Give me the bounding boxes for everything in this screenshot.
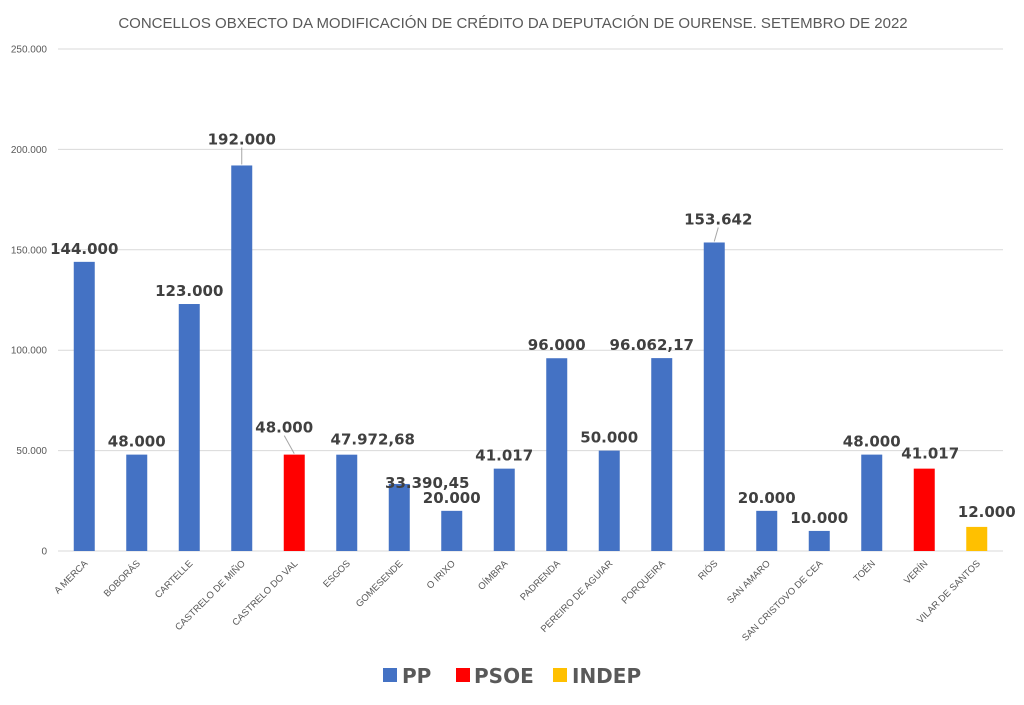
bar (598, 450, 620, 551)
data-label: 33.390,45 (385, 474, 469, 492)
x-tick-label: VERÍN (902, 558, 930, 586)
data-label: 41.017 (475, 447, 533, 465)
bar (126, 454, 148, 551)
legend-label: PSOE (474, 664, 534, 688)
bar (756, 510, 778, 551)
data-label: 153.642 (684, 210, 752, 228)
y-tick-label: 250.000 (11, 45, 48, 56)
x-tick-label: GOMESENDE (354, 558, 405, 609)
bar (703, 242, 725, 551)
bars (73, 165, 988, 552)
bar (178, 304, 200, 551)
bar (493, 468, 515, 551)
y-tick-label: 150.000 (11, 245, 48, 256)
x-tick-label: OÍMBRA (476, 558, 511, 593)
bar (283, 454, 305, 551)
data-label: 10.000 (790, 509, 848, 527)
x-tick-label: A MERCA (52, 558, 90, 596)
data-label: 192.000 (208, 130, 276, 148)
data-label: 48.000 (843, 433, 901, 451)
bar (73, 261, 95, 551)
leader-line (713, 227, 719, 242)
x-tick-label: TOÉN (852, 558, 878, 584)
x-tick-label: RIÓS (696, 558, 720, 582)
bar (966, 526, 988, 551)
bar (441, 510, 463, 551)
data-label: 20.000 (423, 489, 481, 507)
y-tick-label: 100.000 (11, 346, 48, 357)
leader-line (283, 435, 295, 454)
y-tick-label: 50.000 (16, 446, 47, 457)
x-tick-label: CARTELLE (153, 558, 195, 600)
y-axis: 0 50.000 100.000 150.000 200.000 250.000 (11, 45, 48, 558)
bar (861, 454, 883, 551)
legend-swatch (383, 668, 397, 682)
data-labels: 144.000 48.000 123.000 192.000 48.000 47.972,… (50, 130, 1016, 526)
data-label: 12.000 (958, 503, 1016, 521)
legend: PP PSOE INDEP (383, 664, 641, 688)
data-label: 47.972,68 (331, 431, 415, 449)
data-label: 123.000 (155, 282, 223, 300)
data-label: 20.000 (738, 489, 796, 507)
data-label: 144.000 (50, 240, 118, 258)
bar (336, 454, 358, 551)
data-label: 96.000 (528, 336, 586, 354)
y-tick-label: 0 (41, 547, 47, 558)
x-tick-label: SAN AMARO (725, 558, 773, 606)
x-tick-label: PADRENDA (518, 558, 563, 603)
x-tick-label: ESGOS (321, 558, 353, 590)
data-label: 48.000 (108, 433, 166, 451)
legend-label: INDEP (572, 664, 641, 688)
data-label: 41.017 (901, 445, 959, 463)
label-leader-lines (241, 147, 719, 454)
gridlines (58, 48, 1003, 552)
legend-swatch (456, 668, 470, 682)
data-label: 96.062,17 (610, 336, 694, 354)
bar (388, 483, 410, 551)
data-label: 50.000 (580, 429, 638, 447)
x-tick-label: PORQUEIRA (620, 558, 669, 607)
legend-swatch (553, 668, 567, 682)
chart-title: CONCELLOS OBXECTO DA MODIFICACIÓN DE CRÉ… (118, 15, 907, 32)
bar (808, 530, 830, 551)
x-tick-label: BOBORÁS (102, 558, 143, 599)
bar (231, 165, 253, 552)
bar (913, 468, 935, 551)
bar (651, 358, 673, 551)
legend-label: PP (402, 664, 431, 688)
bar (546, 358, 568, 551)
y-tick-label: 200.000 (11, 145, 48, 156)
data-label: 48.000 (255, 419, 313, 437)
x-tick-label: O IRIXO (425, 558, 458, 591)
